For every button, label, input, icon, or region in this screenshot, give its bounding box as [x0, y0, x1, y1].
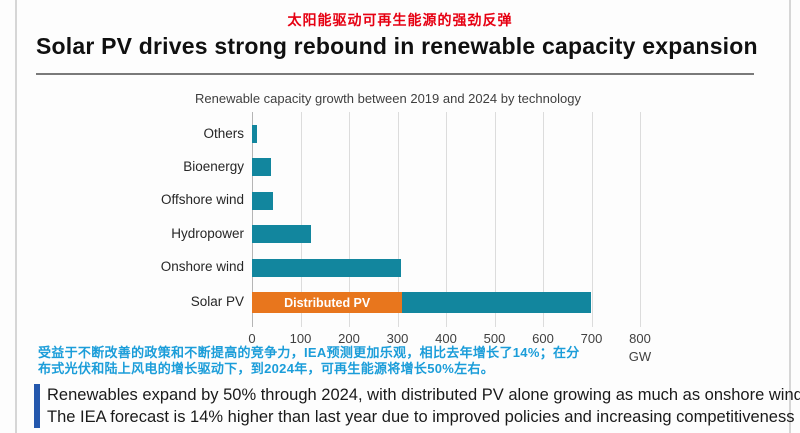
chinese-annotation: 受益于不断改善的政策和不断提高的竞争力，IEA预测更加乐观，相比去年增长了14%… [38, 345, 580, 376]
x-axis-unit: GW [628, 349, 652, 364]
chinese-annotation-line2: 布式光伏和陆上风电的增长驱动下，到2024年，可再生能源将增长50%左右。 [38, 360, 495, 376]
bar-bioenergy [252, 158, 272, 177]
bar-offshore-wind [252, 191, 273, 210]
callout-text: Renewables expand by 50% through 2024, w… [47, 384, 800, 428]
right-border-line [789, 0, 791, 433]
gridline-600 [543, 112, 544, 327]
callout-line1: Renewables expand by 50% through 2024, w… [47, 386, 800, 404]
bar-hydropower [252, 225, 311, 244]
gridline-0 [252, 112, 253, 327]
chart-title: Renewable capacity growth between 2019 a… [195, 91, 581, 106]
x-tick-0: 0 [248, 331, 256, 346]
gridline-800 [640, 112, 641, 327]
page-title: Solar PV drives strong rebound in renewa… [36, 33, 758, 59]
key-message-callout: Renewables expand by 50% through 2024, w… [34, 384, 800, 428]
gridline-400 [446, 112, 447, 327]
x-tick-500: 500 [483, 331, 506, 346]
x-tick-300: 300 [386, 331, 409, 346]
x-tick-400: 400 [435, 331, 457, 346]
category-label-bioenergy: Bioenergy [183, 158, 244, 174]
gridline-100 [300, 112, 302, 327]
x-tick-200: 200 [338, 331, 360, 346]
x-tick-700: 700 [580, 331, 603, 346]
gridline-300 [397, 112, 399, 327]
category-label-offshore-wind: Offshore wind [160, 192, 244, 208]
callout-accent-bar [34, 384, 40, 428]
chinese-annotation-line1: 受益于不断改善的政策和不断提高的竞争力，IEA预测更加乐观，相比去年增长了14%… [38, 345, 580, 360]
category-label-others: Others [203, 125, 244, 141]
distributed-pv-label: Distributed PV [284, 295, 371, 310]
x-tick-800: 800 [629, 331, 651, 346]
left-border-line [15, 0, 17, 433]
gridline-700 [591, 112, 593, 327]
title-divider [36, 73, 754, 75]
category-label-solar-pv: Solar PV [190, 294, 244, 309]
gridline-500 [494, 112, 496, 327]
callout-line2: The IEA forecast is 14% higher than last… [47, 408, 795, 426]
x-tick-600: 600 [532, 331, 554, 346]
x-tick-100: 100 [289, 331, 312, 346]
gridline-200 [349, 112, 350, 327]
bar-segment-solar-pv [402, 292, 592, 313]
bar-onshore-wind [252, 258, 402, 277]
category-label-hydropower: Hydropower [171, 225, 244, 241]
chinese-subtitle: 太阳能驱动可再生能源的强劲反弹 [287, 12, 513, 28]
bar-others [252, 125, 257, 143]
category-label-onshore-wind: Onshore wind [160, 259, 244, 275]
bar-solar-pv: Distributed PV [252, 292, 592, 313]
bar-segment-distributed-pv: Distributed PV [252, 292, 403, 313]
